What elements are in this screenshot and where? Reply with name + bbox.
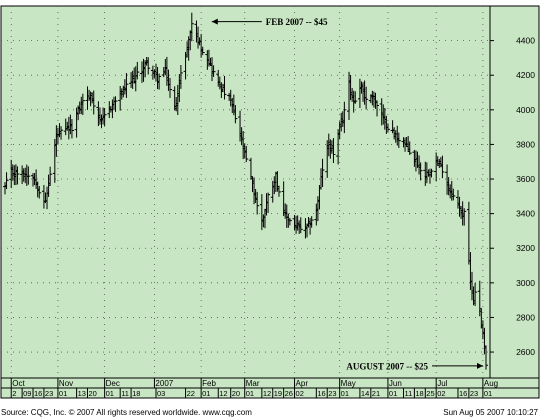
day-tick-label: 18 [132,389,140,398]
y-tick-label: 2600 [516,347,535,357]
day-tick-label: 23 [470,389,478,398]
month-label: 2007 [155,379,173,388]
y-axis-panel [489,5,540,379]
day-tick-label: 23 [45,389,53,398]
month-label: Jun [389,379,402,388]
day-tick-label: 01 [202,389,210,398]
day-tick-label: 19 [274,389,282,398]
day-tick-label: 11 [404,389,412,398]
month-label: Oct [12,379,25,388]
day-tick-label: 01 [106,389,114,398]
day-tick-label: 13 [78,389,86,398]
y-tick-label: 3600 [516,174,535,184]
day-tick-label: 22 [187,389,195,398]
day-tick-label: 20 [89,389,97,398]
day-tick-label: 14 [361,389,369,398]
y-tick-label: 4000 [516,105,535,115]
month-label: Mar [246,379,260,388]
day-tick-label: 11 [121,389,129,398]
day-tick-label: 12 [219,389,227,398]
day-tick-label: 01 [389,389,397,398]
day-tick-label: 02 [437,389,445,398]
annotation-label: AUGUST 2007 -- $25 [346,361,428,371]
month-label: Jul [437,379,447,388]
month-label: Apr [296,379,309,388]
day-tick-label: 16 [317,389,325,398]
annotation: AUGUST 2007 -- $25 [346,361,483,371]
source-credit: Source: CQG, Inc. © 2007 All rights rese… [1,408,252,417]
day-tick-label: 23 [328,389,336,398]
day-tick-label: 16 [34,389,42,398]
annotation-arrowhead [477,362,483,369]
month-label: May [341,379,356,388]
month-label: Aug [484,379,498,388]
day-tick-label: 16 [459,389,467,398]
day-tick-label: 20 [232,389,240,398]
day-tick-label: 26 [285,389,293,398]
timestamp: Sun Aug 05 2007 10:10:27 [443,408,538,417]
day-tick-label: 01 [59,389,67,398]
plot-area [0,5,491,379]
day-tick-label: 21 [372,389,380,398]
day-tick-label: 12 [263,389,271,398]
ohlc-bars [3,12,488,370]
y-tick-label: 3400 [516,209,535,219]
day-tick-label: 02 [296,389,304,398]
day-tick-label: 01 [484,389,492,398]
annotation: FEB 2007 -- $45 [211,17,328,27]
month-label: Feb [202,379,216,388]
y-tick-label: 3800 [516,139,535,149]
y-tick-label: 3200 [516,243,535,253]
y-tick-label: 2800 [516,312,535,322]
day-tick-label: 01 [341,389,349,398]
y-tick-label: 4200 [516,70,535,80]
annotation-arrowhead [211,18,218,25]
day-tick-label: 18 [415,389,423,398]
day-tick-label: 25 [426,389,434,398]
month-label: Dec [106,379,120,388]
annotation-label: FEB 2007 -- $45 [266,17,328,27]
y-tick-label: 3000 [516,278,535,288]
day-tick-label: 03 [157,389,165,398]
day-tick-label: 09 [23,389,31,398]
day-tick-label: 01 [246,389,254,398]
y-tick-label: 4400 [516,36,535,46]
day-tick-label: 2 [12,389,16,398]
month-label: Nov [59,379,73,388]
